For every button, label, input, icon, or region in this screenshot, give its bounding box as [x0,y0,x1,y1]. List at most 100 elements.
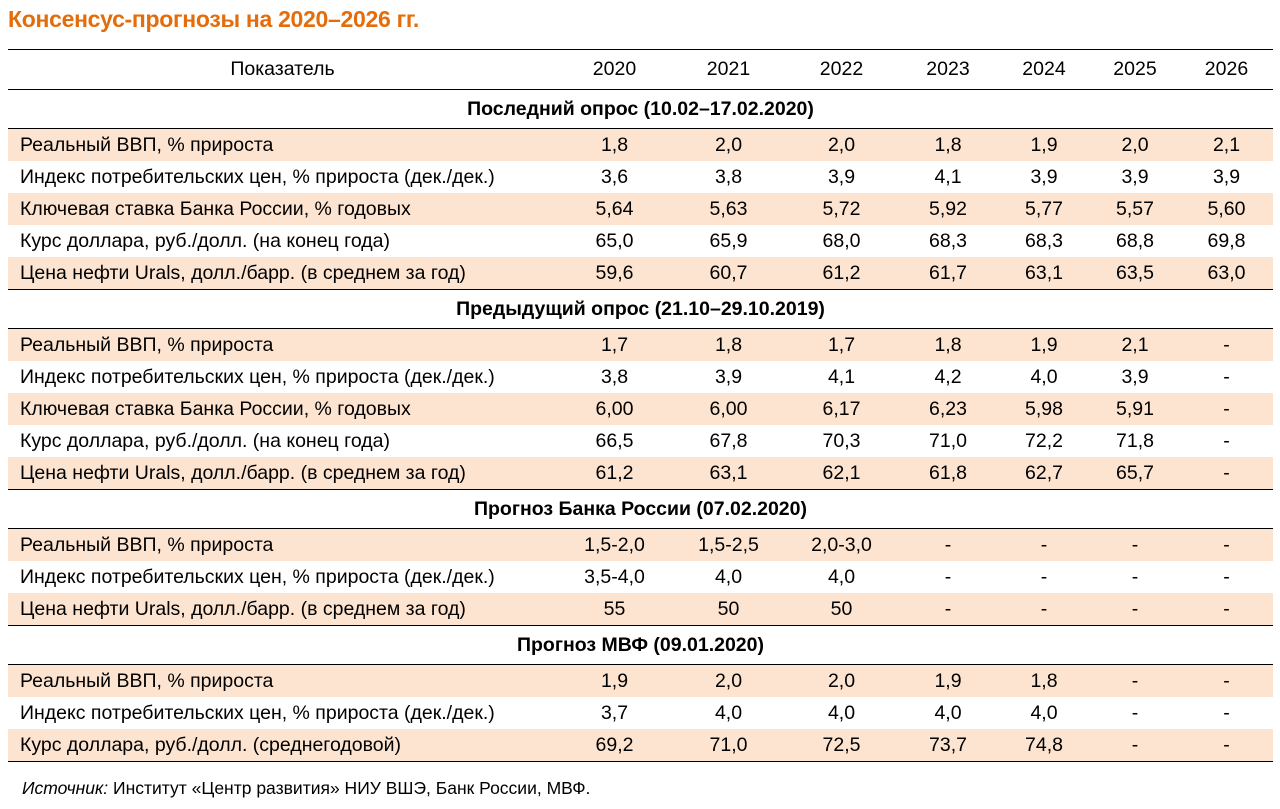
value-cell-2023: 61,7 [898,257,998,290]
value-cell-2021: 67,8 [709,429,748,452]
value-cell-2022: 4,0 [827,565,856,588]
column-header-2022: 2022 [785,49,898,90]
value-cell-2020: 1,9 [557,664,672,697]
section-header-row: Прогноз МВФ (09.01.2020) [8,625,1273,665]
value-cell-2022: 2,0-3,0 [785,528,898,561]
value-cell-2020: 3,8 [600,365,629,388]
source-text: Институт «Центр развития» НИУ ВШЭ, Банк … [108,778,591,798]
value-cell-2020: 55 [557,593,672,626]
column-header-2026: 2026 [1180,49,1273,90]
value-cell-2020: 5,64 [557,193,672,225]
value-cell-2022: 70,3 [822,429,861,452]
value-cell-2026: - [1180,528,1273,561]
value-cell-2023: 4,1 [934,165,962,188]
value-cell-2026: 69,8 [1207,229,1246,252]
value-cell-2020: 1,8 [557,128,672,161]
value-cell-2022: 68,0 [822,229,861,252]
value-cell-2020: 59,6 [557,257,672,290]
value-cell-2025: - [1131,701,1139,724]
value-cell-2020: 6,00 [557,393,672,425]
value-cell-2026: - [1180,457,1273,490]
value-cell-2020: 1,7 [557,328,672,361]
section-title: Предыдущий опрос (21.10–29.10.2019) [8,289,1273,329]
value-cell-2026: - [1180,664,1273,697]
row-indicator-label: Индекс потребительских цен, % прироста (… [20,701,495,724]
table-row: Индекс потребительских цен, % прироста (… [8,561,1273,593]
row-indicator-label: Реальный ВВП, % прироста [8,664,557,697]
value-cell-2023: - [898,528,998,561]
value-cell-2021: 5,63 [672,193,785,225]
value-cell-2023: 6,23 [898,393,998,425]
section-title: Последний опрос (10.02–17.02.2020) [8,89,1273,129]
value-cell-2024: 5,98 [998,393,1090,425]
value-cell-2023: 1,8 [898,328,998,361]
value-cell-2022: 2,0 [785,128,898,161]
value-cell-2024: - [1040,565,1048,588]
row-indicator-label: Индекс потребительских цен, % прироста (… [20,165,495,188]
value-cell-2024: 62,7 [998,457,1090,490]
value-cell-2023: 73,7 [898,729,998,762]
table-row: Цена нефти Urals, долл./барр. (в среднем… [8,457,1273,490]
value-cell-2025: - [1090,528,1180,561]
value-cell-2023: 61,8 [898,457,998,490]
value-cell-2023: 5,92 [898,193,998,225]
value-cell-2026: - [1223,701,1230,724]
section-title: Прогноз МВФ (09.01.2020) [8,625,1273,665]
value-cell-2025: - [1131,565,1139,588]
column-header-2024: 2024 [998,49,1090,90]
header-row: Показатель 2020 2021 2022 2023 2024 2025… [8,49,1273,90]
column-header-2025: 2025 [1090,49,1180,90]
value-cell-2026: - [1180,393,1273,425]
value-cell-2024: 4,0 [1030,365,1058,388]
row-indicator-label: Индекс потребительских цен, % прироста (… [20,365,495,388]
value-cell-2025: 3,9 [1121,165,1149,188]
value-cell-2022: 72,5 [785,729,898,762]
value-cell-2024: 1,9 [998,128,1090,161]
value-cell-2025: 3,9 [1121,365,1149,388]
value-cell-2025: 71,8 [1116,429,1154,452]
value-cell-2022: 61,2 [785,257,898,290]
value-cell-2022: 62,1 [785,457,898,490]
value-cell-2024: - [998,528,1090,561]
value-cell-2024: 72,2 [1025,429,1063,452]
value-cell-2024: 4,0 [1030,701,1058,724]
value-cell-2023: 1,8 [898,128,998,161]
value-cell-2025: 2,0 [1090,128,1180,161]
value-cell-2024: 1,9 [998,328,1090,361]
value-cell-2021: 1,5-2,5 [672,528,785,561]
row-indicator-label: Ключевая ставка Банка России, % годовых [8,193,557,225]
value-cell-2022: 4,0 [827,701,856,724]
value-cell-2023: 4,2 [934,365,962,388]
row-indicator-label: Реальный ВВП, % прироста [8,528,557,561]
value-cell-2022: 6,17 [785,393,898,425]
table-row: Реальный ВВП, % прироста 1,9 2,0 2,0 1,9 1,8-… [8,664,1273,697]
value-cell-2025: - [1090,729,1180,762]
value-cell-2021: 71,0 [672,729,785,762]
value-cell-2023: - [944,565,952,588]
table-row: Цена нефти Urals, долл./барр. (в среднем… [8,257,1273,290]
value-cell-2021: 2,0 [672,128,785,161]
row-indicator-label: Индекс потребительских цен, % прироста (… [20,565,495,588]
value-cell-2020: 61,2 [557,457,672,490]
row-indicator-label: Курс доллара, руб./долл. (на конец года) [20,429,390,452]
table-row: Индекс потребительских цен, % прироста (… [8,161,1273,193]
forecast-table: Показатель 2020 2021 2022 2023 2024 2025… [8,49,1273,762]
table-row: Курс доллара, руб./долл. (среднегодовой)… [8,729,1273,762]
column-header-indicator: Показатель [8,49,557,90]
value-cell-2022: 5,72 [785,193,898,225]
value-cell-2025: - [1090,664,1180,697]
value-cell-2023: 68,3 [929,229,967,252]
table-row: Ключевая ставка Банка России, % годовых 5… [8,193,1273,225]
value-cell-2025: - [1090,593,1180,626]
value-cell-2023: 1,9 [898,664,998,697]
value-cell-2026: - [1180,328,1273,361]
value-cell-2021: 2,0 [672,664,785,697]
value-cell-2022: 2,0 [785,664,898,697]
value-cell-2020: 69,2 [557,729,672,762]
table-row: Индекс потребительских цен, % прироста (… [8,697,1273,729]
value-cell-2022: 50 [785,593,898,626]
row-indicator-label: Цена нефти Urals, долл./барр. (в среднем… [8,457,557,490]
row-indicator-label: Цена нефти Urals, долл./барр. (в среднем… [8,257,557,290]
value-cell-2025: 63,5 [1090,257,1180,290]
column-header-2023: 2023 [898,49,998,90]
